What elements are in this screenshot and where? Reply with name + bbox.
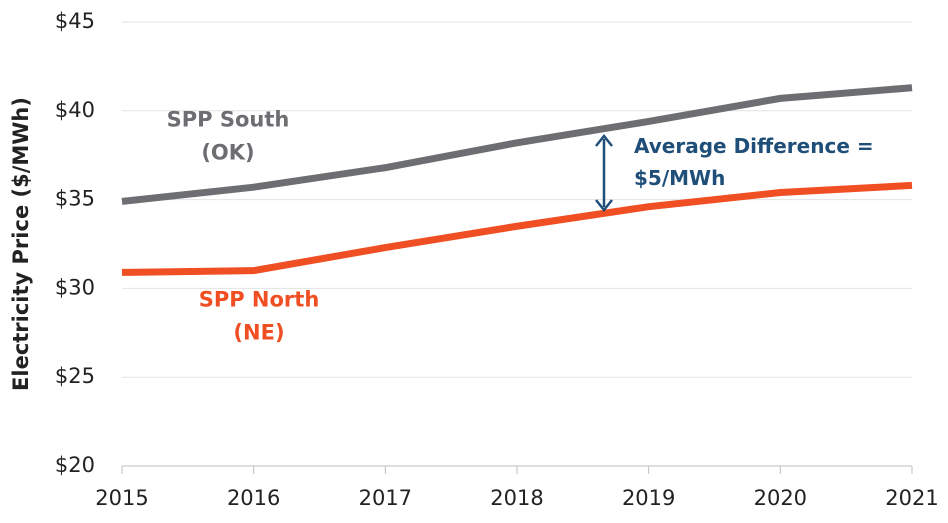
y-tick-label: $20 [55, 453, 95, 477]
series-label: SPP North (NE) [198, 287, 320, 344]
x-tick-label: 2017 [359, 486, 412, 510]
series-line [121, 181, 913, 276]
y-tick-label: $25 [55, 364, 95, 388]
x-tick-label: 2019 [622, 486, 675, 510]
x-tick-label: 2021 [885, 486, 938, 510]
x-tick-label: 2015 [95, 486, 148, 510]
x-tick-label: 2018 [490, 486, 543, 510]
y-tick-label: $30 [55, 275, 95, 299]
y-tick-label: $45 [55, 9, 95, 33]
y-tick-label: $40 [55, 98, 95, 122]
y-axis-label: Electricity Price ($/MWh) [9, 97, 33, 391]
series-line [121, 84, 913, 205]
arrow-head [595, 199, 613, 213]
y-tick-label: $35 [55, 187, 95, 211]
x-tick-label: 2020 [754, 486, 807, 510]
annotation: Average Difference = $5/MWh [634, 134, 874, 190]
series-label: SPP South (OK) [166, 107, 290, 164]
arrow-head [595, 133, 613, 147]
x-tick-label: 2016 [227, 486, 280, 510]
